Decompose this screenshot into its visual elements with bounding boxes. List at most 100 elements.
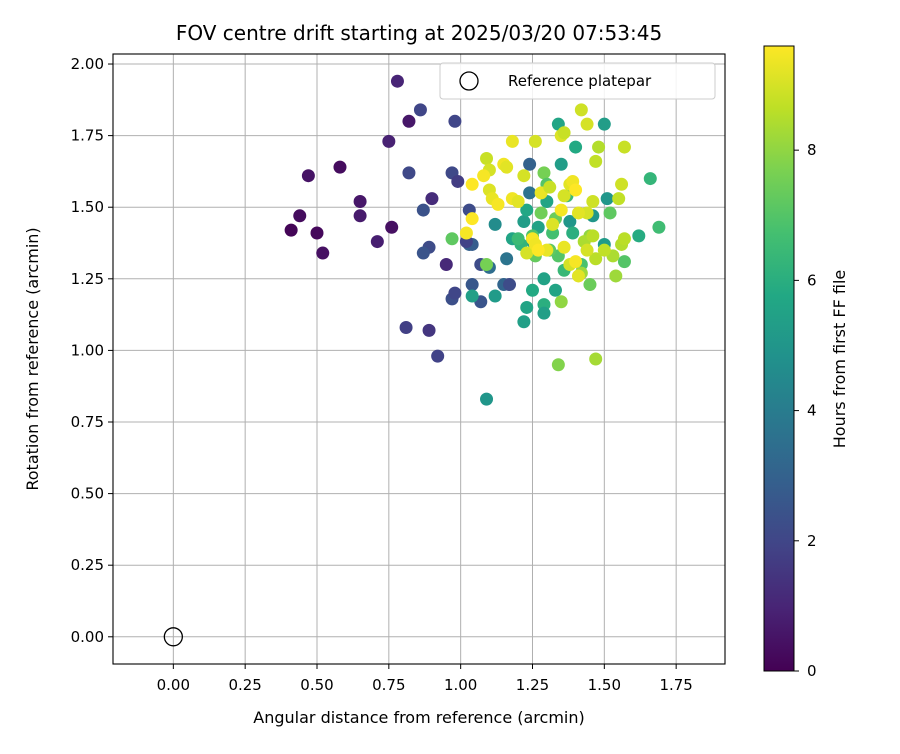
data-point: [531, 243, 545, 257]
legend-box: [439, 62, 716, 100]
data-point: [600, 192, 614, 206]
data-point: [554, 157, 568, 171]
data-point: [465, 278, 479, 292]
y-tick-label: 1.00: [71, 341, 104, 359]
data-point: [480, 392, 494, 406]
data-point: [617, 232, 631, 246]
data-point: [488, 289, 502, 303]
data-point: [580, 117, 594, 131]
data-point: [385, 220, 399, 234]
x-axis-ticks: 0.00 0.25 0.50 0.75 1.00 1.25 1.50 1.75: [157, 664, 693, 694]
data-point: [431, 349, 445, 363]
data-point: [382, 134, 396, 148]
data-point: [390, 74, 404, 88]
data-point: [609, 269, 623, 283]
data-point: [537, 306, 551, 320]
data-point: [480, 257, 494, 271]
x-tick-label: 0.75: [372, 676, 405, 694]
data-point: [448, 286, 462, 300]
data-point: [402, 114, 416, 128]
x-tick-label: 1.50: [588, 676, 621, 694]
x-tick-label: 1.25: [516, 676, 549, 694]
data-point: [284, 223, 298, 237]
data-point: [399, 320, 413, 334]
data-point: [557, 189, 571, 203]
data-point: [566, 226, 580, 240]
data-point: [597, 243, 611, 257]
data-point: [459, 226, 473, 240]
data-point: [563, 215, 577, 229]
colorbar-tick-label: 8: [807, 141, 817, 159]
y-tick-label: 1.50: [71, 198, 104, 216]
x-axis-label: Angular distance from reference (arcmin): [253, 708, 584, 727]
colorbar-ticks: 0 2 4 6 8: [794, 141, 817, 680]
data-point: [528, 134, 542, 148]
data-point: [520, 246, 534, 260]
data-point: [500, 160, 514, 174]
x-tick-label: 1.00: [444, 676, 477, 694]
data-point: [402, 166, 416, 180]
data-point: [505, 134, 519, 148]
data-point: [425, 192, 439, 206]
data-point: [580, 243, 594, 257]
plot-frame: [112, 53, 726, 665]
reference-platepar-marker: [163, 627, 183, 647]
data-point: [517, 315, 531, 329]
data-point: [569, 183, 583, 197]
data-point: [546, 217, 560, 231]
data-point: [511, 232, 525, 246]
colorbar: [763, 45, 795, 672]
grid-lines: [113, 54, 725, 664]
data-point: [617, 255, 631, 269]
data-point: [551, 358, 565, 372]
data-point: [439, 257, 453, 271]
data-point: [571, 206, 585, 220]
data-point: [353, 209, 367, 223]
data-point: [370, 235, 384, 249]
data-point: [465, 212, 479, 226]
y-tick-label: 1.25: [71, 270, 104, 288]
data-point: [503, 278, 517, 292]
data-point: [480, 152, 494, 166]
data-point: [465, 177, 479, 191]
chart-title: FOV centre drift starting at 2025/03/20 …: [176, 21, 662, 45]
data-point: [586, 194, 600, 208]
data-point: [523, 186, 537, 200]
data-point: [511, 194, 525, 208]
data-point: [316, 246, 330, 260]
data-point: [413, 103, 427, 117]
data-point: [617, 140, 631, 154]
colorbar-tick-label: 0: [807, 662, 817, 680]
x-tick-label: 0.25: [228, 676, 261, 694]
colorbar-label: Hours from first FF file: [830, 270, 849, 449]
legend: Reference platepar: [439, 62, 716, 100]
data-point: [333, 160, 347, 174]
data-point: [557, 126, 571, 140]
data-point: [597, 117, 611, 131]
data-point: [525, 283, 539, 297]
x-tick-label: 1.75: [659, 676, 692, 694]
legend-entry-reference: Reference platepar: [508, 72, 652, 90]
data-point: [586, 229, 600, 243]
data-point: [477, 169, 491, 183]
data-point: [451, 174, 465, 188]
y-tick-label: 0.50: [71, 485, 104, 503]
x-tick-label: 0.00: [157, 676, 190, 694]
data-point: [548, 283, 562, 297]
data-point: [353, 194, 367, 208]
data-point: [612, 192, 626, 206]
data-point: [592, 140, 606, 154]
data-point: [583, 278, 597, 292]
data-point: [416, 203, 430, 217]
y-axis-ticks: 0.00 0.25 0.50 0.75 1.00 1.25 1.50 1.75 2.00: [71, 55, 113, 646]
data-point: [520, 203, 534, 217]
data-point: [534, 206, 548, 220]
data-point: [422, 323, 436, 337]
data-point: [557, 240, 571, 254]
y-tick-label: 0.25: [71, 556, 104, 574]
data-point: [589, 352, 603, 366]
data-point: [517, 169, 531, 183]
data-point: [445, 232, 459, 246]
data-point: [569, 140, 583, 154]
data-point: [543, 180, 557, 194]
